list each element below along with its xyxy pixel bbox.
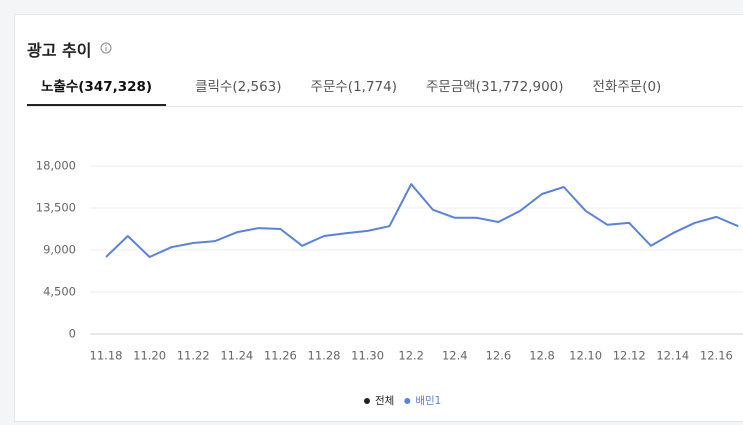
x-tick-label: 12.4 — [442, 349, 468, 363]
info-icon[interactable] — [100, 42, 112, 54]
x-tick-label: 11.22 — [177, 349, 210, 363]
x-tick-label: 12.8 — [529, 349, 555, 363]
tab[interactable]: 주문수(1,774) — [310, 79, 397, 95]
x-tick-label: 11.24 — [220, 349, 253, 363]
y-tick-label: 13,500 — [36, 201, 76, 215]
x-tick-label: 12.12 — [613, 349, 646, 363]
x-tick-label: 12.6 — [486, 349, 512, 363]
x-tick-label: 11.20 — [133, 349, 166, 363]
line — [105, 183, 739, 258]
legend-marker — [364, 398, 370, 404]
y-tick-label: 4,500 — [43, 285, 76, 299]
card — [14, 14, 743, 422]
tab[interactable]: 주문금액(31,772,900) — [426, 79, 564, 95]
y-tick-label: 0 — [69, 327, 76, 341]
x-tick-label: 11.26 — [264, 349, 297, 363]
x-tick-label: 12.16 — [700, 349, 733, 363]
legend-label: 전체 — [375, 395, 394, 407]
y-tick-label: 9,000 — [43, 243, 76, 257]
tab[interactable]: 노출수(347,328) — [27, 75, 167, 106]
x-tick-label: 12.2 — [398, 349, 424, 363]
tabs: 노출수(347,328) 클릭수(2,563) 주문수(1,774) 주문금액(31,… — [27, 75, 690, 106]
divider — [27, 106, 743, 107]
y-tick-label: 18,000 — [36, 159, 76, 173]
tab[interactable]: 전화주문(0) — [592, 79, 662, 95]
legend-marker — [404, 398, 411, 404]
tab[interactable]: 클릭수(2,563) — [195, 79, 282, 95]
title: 광고 추이 — [27, 41, 92, 60]
x-tick-label: 11.30 — [351, 349, 384, 363]
legend-label: 배민1 — [415, 395, 441, 407]
x-tick-label: 12.10 — [569, 349, 602, 363]
x-tick-label: 11.18 — [90, 349, 123, 363]
x-tick-label: 12.14 — [656, 349, 689, 363]
x-tick-label: 11.28 — [308, 349, 341, 363]
